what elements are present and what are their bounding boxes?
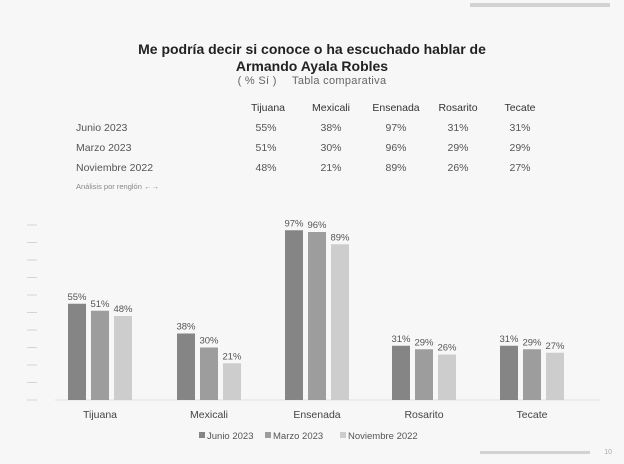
data-label: 51% — [90, 299, 110, 310]
data-label: 97% — [284, 218, 304, 229]
table-cell: 97% — [385, 122, 407, 134]
table-cell: 55% — [255, 122, 277, 134]
table-header-col: Ensenada — [372, 102, 420, 114]
data-label: 29% — [414, 337, 434, 348]
header-decoration — [470, 3, 610, 7]
table-cell: 48% — [255, 162, 277, 174]
data-label: 31% — [499, 334, 519, 345]
x-tick-label: Tecate — [517, 409, 548, 421]
data-label: 48% — [113, 304, 133, 315]
bar — [114, 316, 132, 400]
table-cell: 30% — [320, 142, 342, 154]
table-row-label: Marzo 2023 — [76, 142, 132, 154]
table-cell: 21% — [320, 162, 342, 174]
data-label: 21% — [222, 351, 242, 362]
table-cell: 96% — [385, 142, 407, 154]
table-cell: 26% — [447, 162, 469, 174]
chart-subtitle: ( % Sí ) Tabla comparativa — [0, 75, 624, 87]
bar — [438, 354, 456, 400]
data-label: 29% — [522, 337, 542, 348]
page-number: 10 — [604, 449, 612, 456]
subtitle-description: Tabla comparativa — [292, 75, 387, 87]
bar — [392, 345, 410, 400]
table-cell: 89% — [385, 162, 407, 174]
table-cell: 51% — [255, 142, 277, 154]
table-row-label: Junio 2023 — [76, 122, 128, 134]
x-tick-label: Ensenada — [293, 409, 340, 421]
bar — [546, 352, 564, 400]
legend-label: Noviembre 2022 — [348, 431, 418, 442]
chart-title-line2: Armando Ayala Robles — [235, 58, 389, 74]
x-tick-label: Tijuana — [83, 409, 117, 421]
legend-label: Marzo 2023 — [273, 431, 323, 442]
subtitle-unit: ( % Sí ) — [237, 75, 277, 87]
data-label: 30% — [199, 336, 219, 347]
x-tick-label: Rosarito — [404, 409, 443, 421]
bar — [68, 303, 86, 400]
table-cell: 31% — [509, 122, 531, 134]
bar — [308, 232, 326, 400]
table-cell: 27% — [509, 162, 531, 174]
table-note: Análisis por renglón ←→ — [76, 182, 159, 191]
footer-decoration — [480, 451, 590, 454]
bar — [223, 363, 241, 400]
table-row-label: Noviembre 2022 — [76, 162, 154, 174]
data-label: 96% — [307, 220, 327, 231]
data-label: 55% — [67, 292, 87, 303]
table-header-col: Tijuana — [250, 102, 286, 114]
bar — [415, 349, 433, 400]
data-label: 89% — [330, 232, 350, 243]
data-label: 31% — [391, 334, 411, 345]
legend-label: Junio 2023 — [207, 431, 253, 442]
x-tick-label: Mexicali — [190, 409, 228, 421]
table-header-col: Rosarito — [438, 102, 478, 114]
table-header-col: Tecate — [504, 102, 536, 114]
table-header-col: Mexicali — [312, 102, 350, 114]
bar — [523, 349, 541, 400]
data-label: 27% — [545, 341, 565, 352]
table-cell: 31% — [447, 122, 469, 134]
bar — [200, 347, 218, 400]
legend-swatch — [265, 432, 271, 438]
legend-swatch — [199, 432, 205, 438]
table-cell: 29% — [447, 142, 469, 154]
comparison-table: Tijuana Mexicali Ensenada Rosarito Tecat… — [0, 98, 624, 191]
chart-title-line1: Me podría decir si conoce o ha escuchado… — [138, 41, 486, 57]
bar — [177, 333, 195, 400]
data-label: 38% — [176, 322, 196, 333]
data-label: 26% — [437, 343, 457, 354]
bar — [500, 345, 518, 400]
table-cell: 29% — [509, 142, 531, 154]
bar — [91, 310, 109, 400]
table-cell: 38% — [320, 122, 342, 134]
bar — [285, 230, 303, 400]
legend-swatch — [340, 432, 346, 438]
bar — [331, 244, 349, 400]
